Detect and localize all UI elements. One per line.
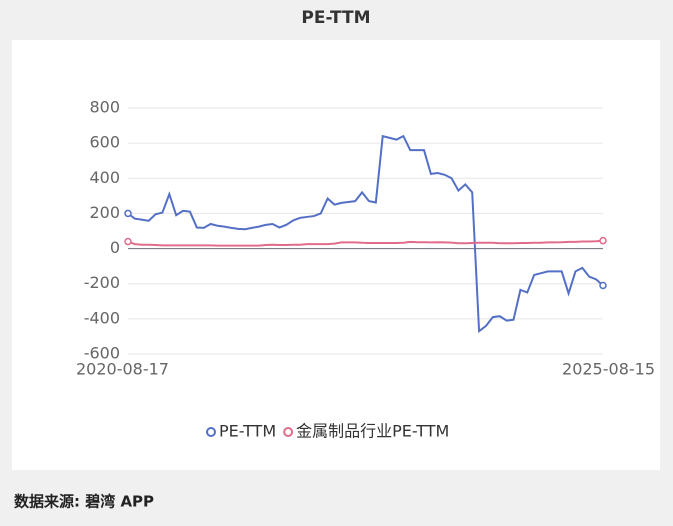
end-marker xyxy=(599,236,607,245)
legend-label: PE-TTM xyxy=(219,422,276,441)
legend-icon xyxy=(283,427,294,437)
legend-label: 金属制品行业PE-TTM xyxy=(296,422,449,441)
x-tick-label: 2020-08-17 xyxy=(76,360,169,379)
y-tick-label: -400 xyxy=(84,308,120,327)
end-marker xyxy=(124,209,132,218)
end-marker xyxy=(599,281,607,290)
x-tick-label: 2025-08-15 xyxy=(562,360,655,379)
card xyxy=(12,40,660,470)
y-tick-label: 800 xyxy=(89,98,120,117)
y-tick-label: 0 xyxy=(110,238,120,257)
chart-title: PE-TTM xyxy=(301,8,370,28)
y-tick-label: 400 xyxy=(89,168,120,187)
end-marker xyxy=(124,237,132,246)
y-tick-label: -200 xyxy=(84,273,120,292)
source: 数据来源: 碧湾 APP xyxy=(14,493,154,511)
series-line xyxy=(127,134,604,334)
y-tick-label: -600 xyxy=(84,344,120,363)
y-tick-label: 200 xyxy=(89,203,120,222)
series-line xyxy=(127,239,604,247)
y-tick-label: 600 xyxy=(89,133,120,152)
legend-icon xyxy=(206,427,216,437)
